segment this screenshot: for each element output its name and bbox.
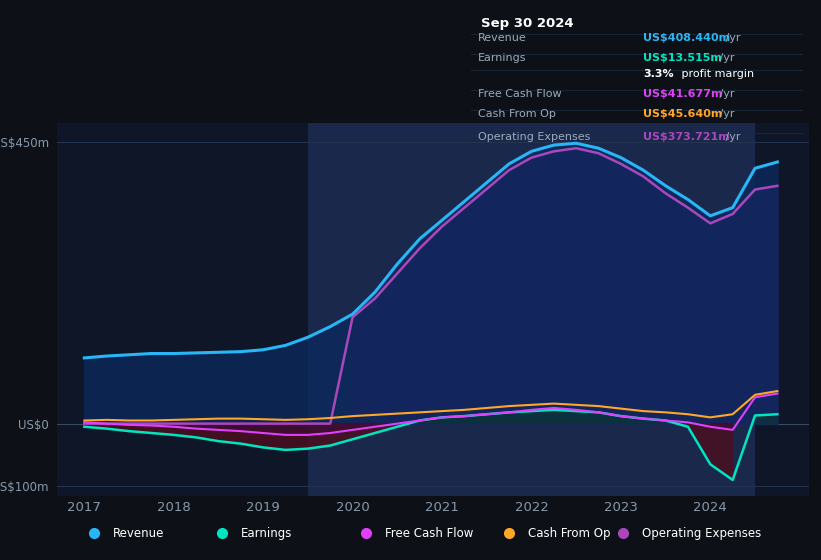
Text: Operating Expenses: Operating Expenses xyxy=(641,527,761,540)
Text: Earnings: Earnings xyxy=(241,527,292,540)
Text: US$45.640m: US$45.640m xyxy=(643,109,722,119)
Text: Earnings: Earnings xyxy=(478,53,526,63)
Text: Free Cash Flow: Free Cash Flow xyxy=(478,89,562,99)
Text: US$373.721m: US$373.721m xyxy=(643,132,730,142)
Text: Cash From Op: Cash From Op xyxy=(478,109,556,119)
Text: US$408.440m: US$408.440m xyxy=(643,33,731,43)
Text: /yr: /yr xyxy=(722,132,741,142)
Text: Revenue: Revenue xyxy=(478,33,526,43)
Text: 3.3%: 3.3% xyxy=(643,69,674,79)
Text: Free Cash Flow: Free Cash Flow xyxy=(385,527,473,540)
Text: /yr: /yr xyxy=(716,53,734,63)
Text: /yr: /yr xyxy=(716,109,734,119)
Text: /yr: /yr xyxy=(722,33,741,43)
Text: Revenue: Revenue xyxy=(112,527,164,540)
Text: Sep 30 2024: Sep 30 2024 xyxy=(481,17,574,30)
Text: US$41.677m: US$41.677m xyxy=(643,89,722,99)
Text: Operating Expenses: Operating Expenses xyxy=(478,132,590,142)
Text: /yr: /yr xyxy=(716,89,734,99)
Bar xyxy=(308,123,755,496)
Text: profit margin: profit margin xyxy=(677,69,754,79)
Text: US$13.515m: US$13.515m xyxy=(643,53,722,63)
Text: Cash From Op: Cash From Op xyxy=(528,527,611,540)
